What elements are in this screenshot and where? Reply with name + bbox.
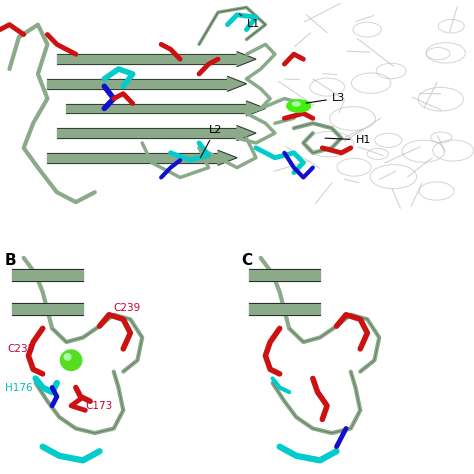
Circle shape [292, 102, 300, 106]
Text: L2: L2 [201, 125, 222, 158]
Polygon shape [246, 101, 265, 116]
Text: L1: L1 [239, 14, 260, 29]
Text: L3: L3 [306, 93, 345, 103]
Text: H1: H1 [325, 135, 371, 145]
Polygon shape [218, 150, 237, 165]
Text: C239: C239 [114, 303, 141, 313]
Circle shape [287, 100, 310, 112]
Polygon shape [237, 126, 256, 140]
Text: C235: C235 [7, 344, 34, 354]
Text: C173: C173 [85, 401, 112, 411]
Polygon shape [237, 52, 256, 66]
Circle shape [60, 350, 82, 371]
Polygon shape [228, 76, 246, 91]
Text: H176: H176 [5, 383, 32, 392]
Text: C: C [242, 253, 253, 268]
Circle shape [64, 354, 71, 360]
Text: B: B [5, 253, 17, 268]
